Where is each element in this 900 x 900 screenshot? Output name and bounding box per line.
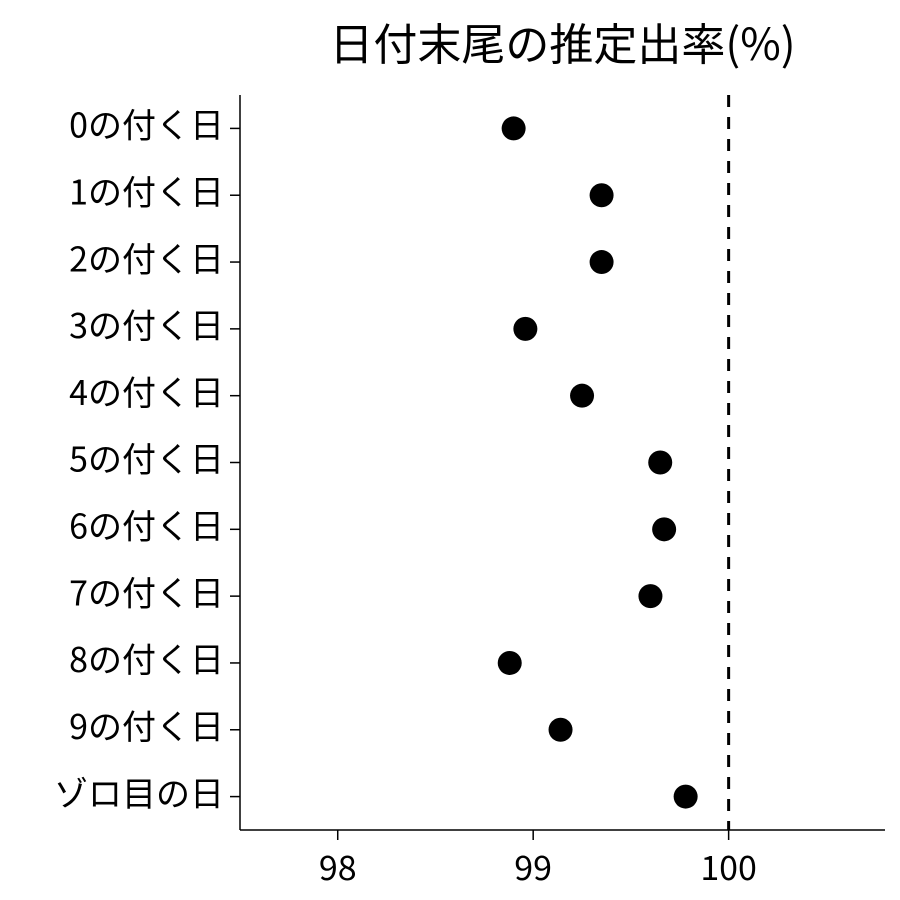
- y-tick-label: 7の付く日: [69, 566, 224, 615]
- data-point: [590, 250, 614, 274]
- y-tick-label: 9の付く日: [69, 700, 224, 749]
- y-tick-label: 1の付く日: [69, 165, 224, 214]
- data-point: [638, 584, 662, 608]
- y-tick-label: 8の付く日: [69, 633, 224, 682]
- y-tick-label: 5の付く日: [69, 433, 224, 482]
- chart-title: 日付末尾の推定出率(%): [329, 9, 795, 73]
- y-tick-label: 0の付く日: [69, 99, 224, 148]
- data-point: [549, 718, 573, 742]
- y-tick-label: 2の付く日: [69, 232, 224, 281]
- data-point: [513, 317, 537, 341]
- data-point: [570, 384, 594, 408]
- x-tick-label: 100: [700, 841, 757, 890]
- data-point: [590, 183, 614, 207]
- x-tick-label: 98: [319, 841, 357, 890]
- data-point: [648, 451, 672, 475]
- y-tick-label: 6の付く日: [69, 500, 224, 549]
- data-point: [674, 785, 698, 809]
- dot-plot-chart: 日付末尾の推定出率(%) 98 99 100 0の付く日 1の付く日 2の付く日 3の付く日 4…: [0, 0, 900, 900]
- y-tick-label: ゾロ目の日: [54, 767, 224, 816]
- data-point: [498, 651, 522, 675]
- data-point: [502, 116, 526, 140]
- x-tick-label: 99: [514, 841, 552, 890]
- y-tick-label: 3の付く日: [69, 299, 224, 348]
- data-point: [652, 517, 676, 541]
- y-tick-label: 4の付く日: [69, 366, 224, 415]
